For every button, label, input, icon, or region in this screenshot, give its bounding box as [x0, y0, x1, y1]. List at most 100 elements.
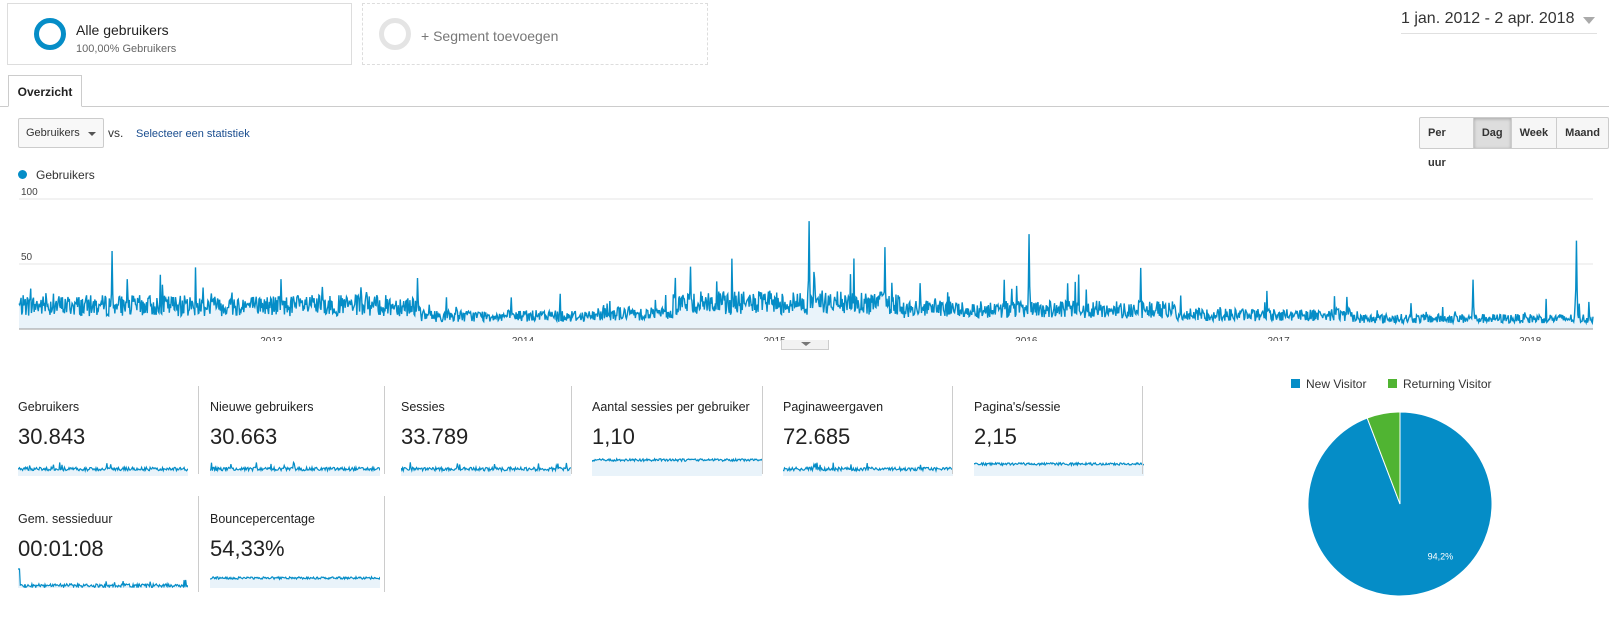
scorecard-value: 1,10 [592, 424, 635, 449]
sparkline-line [18, 462, 188, 474]
scorecard-divider [762, 386, 763, 474]
sparkline-fill [18, 462, 188, 476]
collapse-chart-handle[interactable] [781, 340, 829, 350]
x-tick-label: 2017 [1267, 336, 1290, 341]
scorecard-divider [952, 386, 953, 474]
add-segment-button[interactable]: + Segment toevoegen [362, 3, 708, 65]
scorecard[interactable]: Bouncepercentage 54,33% [210, 512, 390, 606]
scorecard-divider [571, 386, 572, 474]
scorecard-label: Nieuwe gebruikers [210, 400, 314, 414]
scorecard[interactable]: Gebruikers 30.843 [18, 400, 198, 494]
y-tick-label: 50 [21, 252, 33, 263]
scorecard-divider [198, 386, 199, 474]
sparkline-fill [783, 462, 953, 476]
pie-slice-label: 94,2% [1428, 552, 1454, 562]
pie-legend-label: Returning Visitor [1403, 377, 1492, 391]
scorecard-sparkline [18, 462, 188, 476]
sparkline-line [401, 462, 571, 473]
scorecard-sparkline [783, 462, 953, 476]
pie-legend-returning[interactable]: Returning Visitor [1388, 377, 1492, 391]
scorecard[interactable]: Aantal sessies per gebruiker 1,10 [592, 400, 772, 494]
scorecard[interactable]: Gem. sessieduur 00:01:08 [18, 512, 198, 606]
scorecard-value: 30.663 [210, 424, 278, 449]
users-timeline-chart: 100 50 2013 2014 2015 2016 2017 2018 [18, 187, 1594, 341]
x-tick-label: 2015 [764, 336, 787, 341]
sparkline-line [18, 568, 188, 588]
scorecard-label: Aantal sessies per gebruiker [592, 400, 750, 414]
chevron-down-icon [801, 342, 811, 346]
scorecard-value: 72.685 [783, 424, 851, 449]
sparkline-fill [401, 462, 571, 476]
chevron-down-icon [1583, 17, 1595, 24]
scorecard-label: Sessies [401, 400, 445, 414]
visitor-type-pie-chart: 94,2% [1307, 411, 1493, 597]
segment-percentage: 100,00% Gebruikers [76, 43, 177, 55]
metric-dropdown-value: Gebruikers [26, 127, 80, 139]
scorecard-sparkline [592, 457, 762, 476]
scorecard-sparkline [18, 568, 188, 588]
x-tick-label: 2018 [1519, 336, 1542, 341]
add-segment-label: + Segment toevoegen [421, 28, 559, 44]
period-hour-button[interactable]: Per uur [1419, 117, 1474, 169]
scorecard-divider [1142, 386, 1143, 474]
legend-series-name: Gebruikers [36, 168, 95, 182]
sparkline-fill [592, 458, 762, 476]
x-tick-label: 2013 [260, 336, 283, 341]
period-month-button[interactable]: Maand [1557, 117, 1609, 149]
scorecard-sparkline [974, 461, 1144, 476]
select-comparison-metric-link[interactable]: Selecteer een statistiek [136, 128, 250, 140]
period-day-button[interactable]: Dag [1473, 117, 1512, 149]
sparkline-fill [974, 462, 1144, 476]
scorecard[interactable]: Paginaweergaven 72.685 [783, 400, 963, 494]
scorecard-label: Paginaweergaven [783, 400, 884, 414]
sparkline-fill [210, 576, 380, 588]
scorecard-label: Pagina's/sessie [974, 400, 1061, 414]
sparkline-line [210, 575, 380, 581]
period-toggle: Per uur Dag Week Maand [1419, 117, 1609, 169]
chart-legend: Gebruikers [18, 168, 95, 182]
scorecard-label: Bouncepercentage [210, 512, 315, 526]
scorecard-value: 33.789 [401, 424, 469, 449]
scorecard-value: 30.843 [18, 424, 86, 449]
date-range-text: 1 jan. 2012 - 2 apr. 2018 [1401, 10, 1575, 27]
pie-legend-label: New Visitor [1306, 377, 1367, 391]
sparkline-line [974, 461, 1144, 468]
users-series-line [18, 221, 1594, 326]
scorecard-divider [198, 496, 199, 592]
segment-placeholder-ring-icon [379, 18, 411, 50]
segment-name: Alle gebruikers [76, 22, 169, 38]
date-range-picker[interactable]: 1 jan. 2012 - 2 apr. 2018 [1401, 8, 1597, 34]
scorecard-value: 2,15 [974, 424, 1017, 449]
scorecard-sparkline [210, 460, 380, 476]
chevron-down-icon [88, 132, 96, 136]
sparkline-line [783, 462, 953, 474]
legend-dot-icon [18, 170, 27, 179]
pie-slice[interactable] [1366, 411, 1401, 505]
sparkline-line [210, 460, 380, 473]
segment-ring-icon [34, 18, 66, 50]
pie-legend-new[interactable]: New Visitor [1291, 377, 1366, 391]
period-week-button[interactable]: Week [1511, 117, 1558, 149]
scorecard-label: Gem. sessieduur [18, 512, 113, 526]
scorecard-divider [384, 496, 385, 592]
x-tick-label: 2014 [512, 336, 535, 341]
segment-all-users[interactable]: Alle gebruikers 100,00% Gebruikers [7, 3, 352, 65]
scorecard-value: 00:01:08 [18, 536, 104, 561]
scorecard[interactable]: Sessies 33.789 [401, 400, 581, 494]
scorecard-value: 54,33% [210, 536, 285, 561]
vs-label: vs. [108, 126, 124, 140]
scorecard[interactable]: Pagina's/sessie 2,15 [974, 400, 1154, 494]
scorecard-sparkline [210, 575, 380, 588]
legend-square-icon [1388, 379, 1397, 388]
scorecard-divider [384, 386, 385, 474]
scorecard[interactable]: Nieuwe gebruikers 30.663 [210, 400, 390, 494]
scorecard-sparkline [401, 462, 571, 476]
legend-square-icon [1291, 379, 1300, 388]
scorecard-label: Gebruikers [18, 400, 80, 414]
tab-overzicht[interactable]: Overzicht [8, 75, 82, 107]
metric-dropdown[interactable]: Gebruikers [18, 118, 104, 148]
x-tick-label: 2016 [1015, 336, 1038, 341]
sparkline-line [592, 457, 762, 463]
tab-bar-divider [0, 106, 1609, 107]
y-tick-label: 100 [21, 187, 38, 198]
